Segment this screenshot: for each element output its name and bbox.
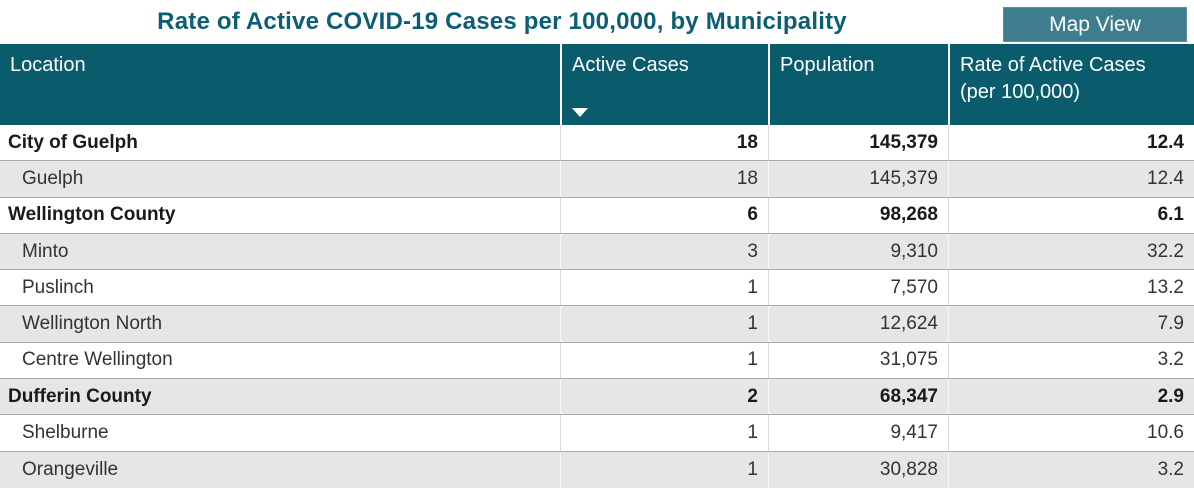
table-row-guelph[interactable]: Guelph 18 145,379 12.4 xyxy=(0,161,1194,198)
column-header-location[interactable]: Location xyxy=(0,44,560,125)
column-header-location-label: Location xyxy=(10,54,86,76)
cell-active-cases: 1 xyxy=(560,270,768,306)
cell-active-cases: 1 xyxy=(560,451,768,488)
cell-location: City of Guelph xyxy=(8,131,138,153)
table-row-wellington-north[interactable]: Wellington North 1 12,624 7.9 xyxy=(0,306,1194,343)
column-header-population[interactable]: Population xyxy=(768,44,948,125)
cell-rate: 2.9 xyxy=(948,379,1194,415)
cell-rate: 3.2 xyxy=(948,451,1194,488)
table-row-minto[interactable]: Minto 3 9,310 32.2 xyxy=(0,233,1194,271)
top-bar: Rate of Active COVID-19 Cases per 100,00… xyxy=(0,0,1194,44)
cell-population: 7,570 xyxy=(768,270,948,306)
cell-active-cases: 18 xyxy=(560,161,768,197)
cell-active-cases: 3 xyxy=(560,233,768,270)
cell-population: 9,310 xyxy=(768,233,948,270)
table-row-shelburne[interactable]: Shelburne 1 9,417 10.6 xyxy=(0,415,1194,452)
cell-active-cases: 2 xyxy=(560,379,768,415)
table-row-dufferin-county[interactable]: Dufferin County 2 68,347 2.9 xyxy=(0,379,1194,416)
cell-active-cases: 6 xyxy=(560,197,768,233)
cell-location: Wellington County xyxy=(8,204,176,226)
covid-rates-table: Location Active Cases Population Rate of… xyxy=(0,44,1194,488)
table-body: City of Guelph 18 145,379 12.4 Guelph 18… xyxy=(0,125,1194,488)
cell-population: 145,379 xyxy=(768,161,948,197)
column-header-active-cases-label: Active Cases xyxy=(572,54,689,76)
cell-location: Puslinch xyxy=(22,276,94,298)
cell-rate: 6.1 xyxy=(948,197,1194,233)
cell-active-cases: 18 xyxy=(560,125,768,161)
cell-rate: 13.2 xyxy=(948,270,1194,306)
sort-descending-icon[interactable] xyxy=(572,108,588,117)
cell-population: 145,379 xyxy=(768,125,948,161)
cell-rate: 3.2 xyxy=(948,342,1194,379)
cell-rate: 10.6 xyxy=(948,415,1194,451)
column-header-rate-label: Rate of Active Cases (per 100,000) xyxy=(960,54,1146,103)
table-row-wellington-county[interactable]: Wellington County 6 98,268 6.1 xyxy=(0,197,1194,234)
table-row-orangeville[interactable]: Orangeville 1 30,828 3.2 xyxy=(0,451,1194,488)
map-view-button[interactable]: Map View xyxy=(1003,7,1187,42)
cell-active-cases: 1 xyxy=(560,306,768,342)
table-row-puslinch[interactable]: Puslinch 1 7,570 13.2 xyxy=(0,270,1194,307)
cell-location: Orangeville xyxy=(22,458,119,480)
cell-rate: 7.9 xyxy=(948,306,1194,342)
cell-location: Shelburne xyxy=(22,422,109,444)
cell-population: 30,828 xyxy=(768,451,948,488)
cell-location: Minto xyxy=(22,240,69,262)
table-row-city-of-guelph[interactable]: City of Guelph 18 145,379 12.4 xyxy=(0,125,1194,162)
cell-population: 98,268 xyxy=(768,197,948,233)
cell-rate: 32.2 xyxy=(948,233,1194,270)
column-header-population-label: Population xyxy=(780,54,875,76)
cell-population: 68,347 xyxy=(768,379,948,415)
cell-location: Wellington North xyxy=(22,313,163,335)
page-title: Rate of Active COVID-19 Cases per 100,00… xyxy=(157,8,847,35)
cell-location: Guelph xyxy=(22,167,84,189)
cell-location: Centre Wellington xyxy=(22,349,173,371)
cell-rate: 12.4 xyxy=(948,125,1194,161)
cell-active-cases: 1 xyxy=(560,342,768,379)
cell-rate: 12.4 xyxy=(948,161,1194,197)
cell-population: 31,075 xyxy=(768,342,948,379)
column-header-active-cases[interactable]: Active Cases xyxy=(560,44,768,125)
table-header-row: Location Active Cases Population Rate of… xyxy=(0,44,1194,125)
cell-population: 9,417 xyxy=(768,415,948,451)
cell-population: 12,624 xyxy=(768,306,948,342)
cell-active-cases: 1 xyxy=(560,415,768,451)
table-row-centre-wellington[interactable]: Centre Wellington 1 31,075 3.2 xyxy=(0,342,1194,380)
cell-location: Dufferin County xyxy=(8,385,152,407)
column-header-rate[interactable]: Rate of Active Cases (per 100,000) xyxy=(948,44,1194,125)
